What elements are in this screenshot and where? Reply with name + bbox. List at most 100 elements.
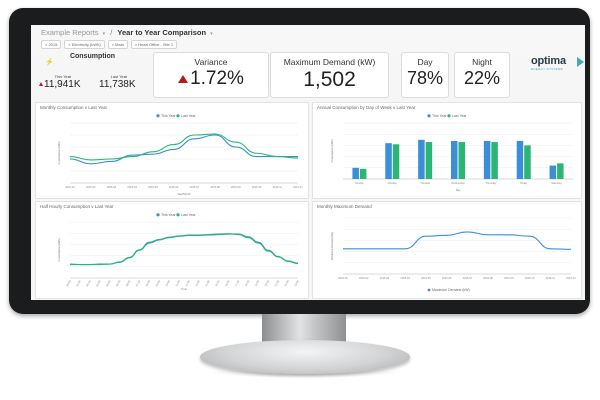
bar-last-year <box>392 144 400 179</box>
this-year-label: This Year <box>54 74 72 79</box>
legend-label: Last Year <box>181 213 196 217</box>
x-tick-label: 12:00 <box>184 279 191 287</box>
breadcrumb-root[interactable]: Example Reports <box>41 28 99 37</box>
x-tick-label: 14:00 <box>204 279 211 287</box>
legend-marker <box>427 288 431 292</box>
x-tick-label: 17:00 <box>234 279 241 287</box>
x-tick-label: 18:00 <box>244 279 251 287</box>
last-year-label: Last Year <box>110 74 128 79</box>
arrow-up-icon <box>39 82 43 87</box>
max-demand-panel: Monthly Maximum Demand Maximum Demand (k… <box>312 201 582 299</box>
day-of-week-panel: Annual Consumption by Day of Week v Last… <box>312 102 582 199</box>
bar-this-year <box>385 143 392 179</box>
bar-last-year <box>458 142 465 179</box>
legend-marker <box>176 114 180 118</box>
x-tick-label: 2015-05 <box>421 276 431 280</box>
x-tick-label: 03:00 <box>95 279 102 287</box>
x-tick-label: 19:00 <box>253 279 260 287</box>
monitor-bezel: Example Reports ▾ / Year to Year Compari… <box>9 8 590 314</box>
x-tick-label: 23:00 <box>293 279 300 287</box>
logo-name: optima <box>531 55 566 67</box>
kpi-night: Night 22% <box>454 52 510 98</box>
logo-mark-icon <box>577 57 584 67</box>
legend-label: This Year <box>161 114 176 118</box>
x-tick-label: 16:00 <box>224 279 231 287</box>
bar-this-year <box>352 167 359 179</box>
bar-this-year <box>483 140 491 179</box>
filter-label: Main <box>115 42 124 47</box>
kpi-title: Maximum Demand (kW) <box>283 57 376 67</box>
bar-this-year <box>549 165 557 179</box>
x-tick-label: Wednesday <box>451 181 465 185</box>
x-tick-label: 15:00 <box>214 279 221 287</box>
bar-last-year <box>425 142 433 179</box>
filter-site[interactable]: × Head Office - Site 1 <box>130 40 178 49</box>
x-tick-label: 2015-06 <box>442 276 452 280</box>
chevron-down-icon[interactable]: ▾ <box>102 31 106 37</box>
filter-label: 2015 <box>48 42 58 47</box>
x-tick-label: 2015-04 <box>127 185 137 189</box>
x-tick-label: 2015-02 <box>359 276 369 280</box>
x-tick-label: 02:00 <box>85 279 92 287</box>
x-tick-label: Thursday <box>485 181 497 185</box>
panel-title: Monthly Maximum Demand <box>317 204 372 209</box>
x-tick-label: 2015-02 <box>86 185 96 189</box>
half-hourly-panel: Half Hourly Consumption v Last Year Cons… <box>35 201 309 299</box>
filter-year[interactable]: × 2015 <box>41 40 62 49</box>
monthly-consumption-panel: Monthly Consumption v Last Year Consumpt… <box>35 102 309 199</box>
legend-marker <box>176 213 180 217</box>
bar-this-year <box>451 140 458 179</box>
monitor-stand-base <box>200 340 410 374</box>
bar-last-year <box>524 145 531 179</box>
x-tick-label: 2015-01 <box>338 276 348 280</box>
kpi-title: Variance <box>194 57 228 67</box>
x-tick-label: 2015-05 <box>148 185 158 189</box>
optima-logo: optima ENERGY SYSTEMS <box>531 55 584 71</box>
filter-label: Electricity (kWh) <box>71 42 101 47</box>
filter-bar: × 2015 × Electricity (kWh) × Main × Head… <box>41 40 178 49</box>
legend-marker <box>427 114 431 118</box>
kpi-title: Consumption <box>69 53 116 60</box>
monthly-consumption-chart: Consumption (kWh) Year/Month This Year Last… <box>57 114 303 196</box>
legend-marker <box>156 114 160 118</box>
x-tick-label: 2015-12 <box>566 276 576 280</box>
x-tick-label: 00:00 <box>65 279 72 287</box>
x-tick-label: 2015-10 <box>525 276 535 280</box>
day-value: 78% <box>406 68 444 88</box>
night-value: 22% <box>463 68 501 88</box>
x-tick-label: 2015-07 <box>190 185 200 189</box>
x-tick-label: 2015-06 <box>169 185 179 189</box>
x-tick-label: 22:00 <box>283 279 290 287</box>
chevron-down-icon[interactable]: ▾ <box>210 31 213 37</box>
series-line-last-year <box>69 233 299 266</box>
legend-label: Last Year <box>452 114 467 118</box>
x-tick-label: Sunday <box>355 181 365 185</box>
legend-label: This Year <box>161 213 176 217</box>
kpi-title: Night <box>472 57 492 67</box>
legend-marker <box>156 213 160 217</box>
x-tick-label: 2015-11 <box>273 185 283 189</box>
y-axis-label: Consumption (kWh) <box>57 141 61 164</box>
filter-meter[interactable]: × Main <box>107 40 128 49</box>
dashboard-screen: Example Reports ▾ / Year to Year Compari… <box>31 25 585 300</box>
x-tick-label: 01:00 <box>75 279 82 287</box>
x-tick-label: 2015-01 <box>65 185 75 189</box>
x-tick-label: 06:00 <box>125 279 132 287</box>
half-hourly-chart: Consumption (kWh) Time This Year Last Year 0… <box>57 213 300 291</box>
series-line-this-year <box>69 134 298 165</box>
x-tick-label: 2015-03 <box>380 276 390 280</box>
series-line-this-year <box>70 233 299 266</box>
breadcrumb-current[interactable]: Year to Year Comparison <box>117 28 207 37</box>
filter-utility[interactable]: × Electricity (kWh) <box>64 40 105 49</box>
y-axis-label: Consumption (kWh) <box>57 238 61 261</box>
x-tick-label: 2015-12 <box>293 185 303 189</box>
kpi-day: Day 78% <box>401 52 449 98</box>
x-tick-label: 2015-10 <box>252 185 262 189</box>
x-tick-label: 2015-08 <box>210 185 220 189</box>
x-tick-label: 2015-08 <box>483 276 493 280</box>
x-tick-label: 04:00 <box>105 279 112 287</box>
x-tick-label: Friday <box>520 181 528 185</box>
x-tick-label: 2015-03 <box>107 185 117 189</box>
x-tick-label: Saturday <box>551 181 562 185</box>
x-tick-label: 08:00 <box>144 279 151 287</box>
